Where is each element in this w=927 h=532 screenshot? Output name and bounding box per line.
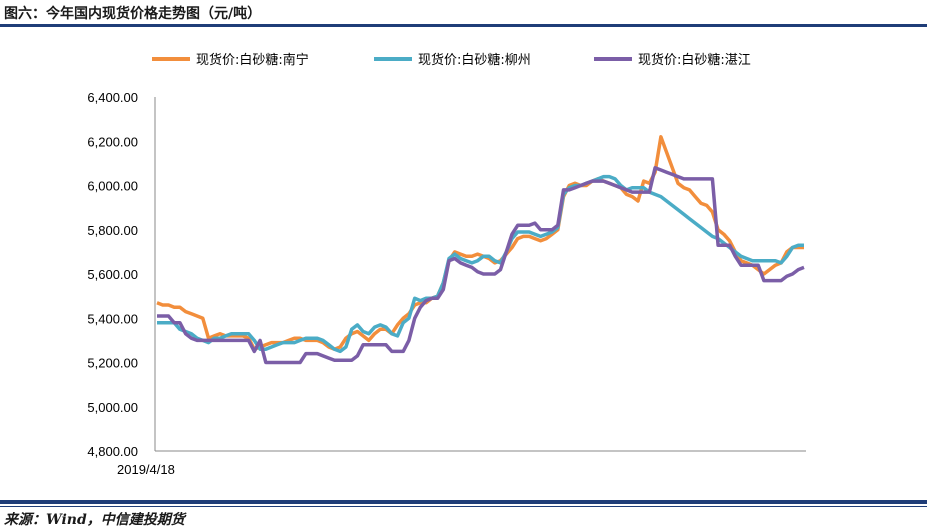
legend-label-1: 现货价:白砂糖:南宁 [196,52,309,68]
series-line-3 [157,166,805,365]
bottom-rule [0,500,927,504]
axes [154,97,806,452]
chart-title: 图六：今年国内现货价格走势图（元/吨） [4,6,262,22]
source-note: 来源：Wind，中信建投期货 [4,512,185,528]
legend-label-2: 现货价:白砂糖:柳州 [418,52,531,68]
y-tick-label: 4,800.00 [87,444,138,459]
y-tick-label: 6,400.00 [87,90,138,105]
chart-title-bar: 图六：今年国内现货价格走势图（元/吨） [0,0,927,24]
x-tick-label-start: 2019/4/18 [117,462,175,477]
y-tick-label: 5,400.00 [87,311,138,326]
y-tick-label: 6,200.00 [87,134,138,149]
series-line-2 [157,174,804,354]
series-lines [156,135,805,365]
y-tick-label: 5,200.00 [87,356,138,371]
legend-label-3: 现货价:白砂糖:湛江 [638,52,751,68]
top-rule [0,24,927,27]
bottom-rule-thin [0,506,927,507]
series-line-1 [156,135,804,351]
y-tick-label: 5,000.00 [87,400,138,415]
y-tick-labels: 6,400.00 6,200.00 6,000.00 5,800.00 5,600.00… [87,90,138,459]
y-tick-label: 5,600.00 [87,267,138,282]
legend: 现货价:白砂糖:南宁 现货价:白砂糖:柳州 现货价:白砂糖:湛江 [152,52,751,68]
price-line-chart: 现货价:白砂糖:南宁 现货价:白砂糖:柳州 现货价:白砂糖:湛江 6,400.006… [87,52,806,477]
y-tick-label: 6,000.00 [87,179,138,194]
y-tick-label: 5,800.00 [87,223,138,238]
